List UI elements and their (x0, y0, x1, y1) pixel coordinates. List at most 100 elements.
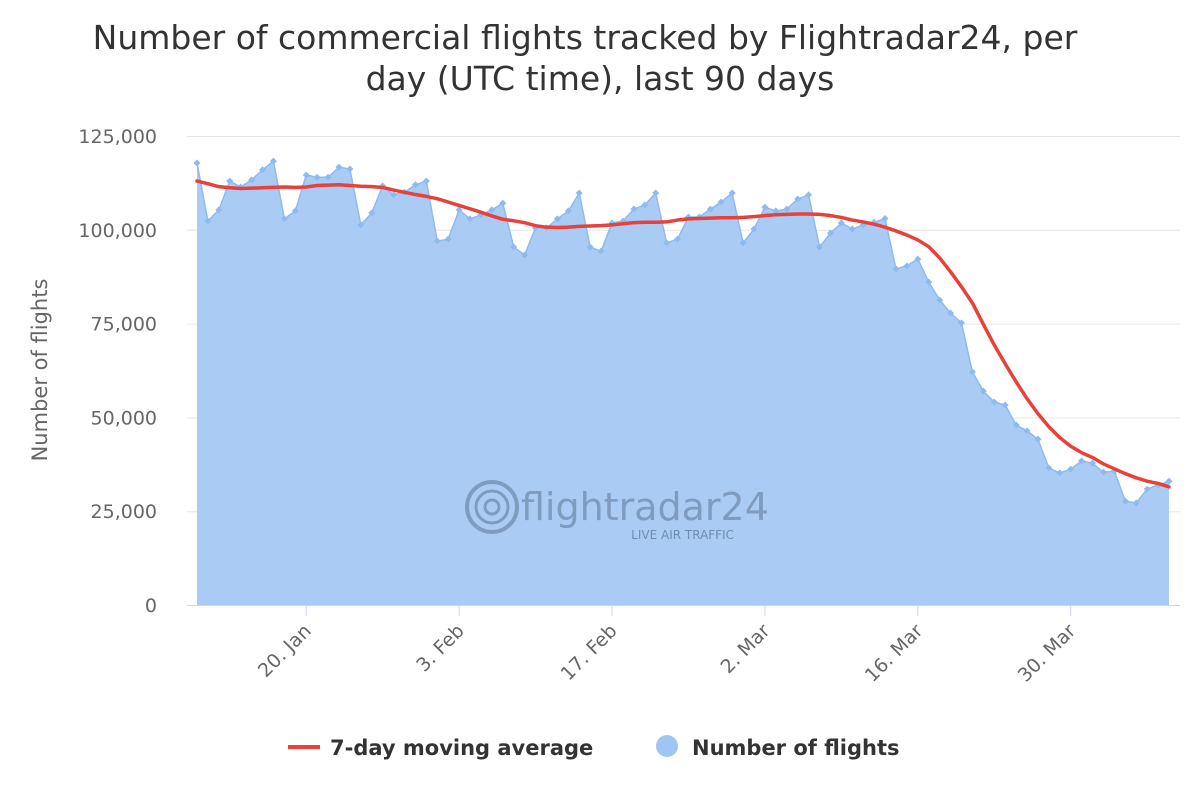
flights-point (881, 215, 889, 223)
flights-point (652, 189, 660, 197)
flights-point (564, 207, 572, 215)
flights-point (553, 215, 561, 223)
flights-point (1089, 459, 1097, 467)
legend-label-moving-average[interactable]: 7-day moving average (330, 736, 593, 760)
flights-point (717, 198, 725, 206)
flights-point (411, 181, 419, 189)
x-tick-label: 3. Feb (412, 620, 468, 676)
chart-title-line-2: day (UTC time), last 90 days (366, 59, 835, 98)
flights-point (291, 207, 299, 215)
flights-point (269, 157, 277, 165)
flights-point (761, 203, 769, 211)
flights-point (193, 159, 201, 167)
radar-icon (465, 480, 519, 534)
flights-point (1067, 465, 1075, 473)
flights-point (422, 177, 430, 185)
flights-point (346, 165, 354, 173)
flights-point (805, 191, 813, 199)
flights-point (302, 171, 310, 179)
flights-point (750, 225, 758, 233)
flights-point (739, 239, 747, 247)
chart-title-line-1: Number of commercial flights tracked by … (93, 18, 1078, 57)
flights-point (259, 166, 267, 174)
flights-point (794, 195, 802, 203)
plot-series (193, 157, 1173, 605)
legend: 7-day moving average Number of flights (288, 735, 900, 760)
flights-point (521, 251, 529, 259)
x-tick-label: 20. Jan (254, 620, 316, 682)
flights-point (488, 206, 496, 214)
flights-point (215, 206, 223, 214)
legend-item-moving-average[interactable]: 7-day moving average (288, 736, 593, 760)
watermark-brand: flightradar24 (521, 485, 769, 529)
flights-area (197, 161, 1169, 605)
flights-point (466, 215, 474, 223)
flights-point (433, 237, 441, 245)
watermark-tagline: LIVE AIR TRAFFIC (631, 528, 734, 542)
flights-point (630, 205, 638, 213)
flights-point (444, 235, 452, 243)
x-ticks: 20. Jan 3. Feb 17. Feb 2. Mar 16. Mar 30. Mar (254, 605, 1081, 687)
x-tick-label: 17. Feb (557, 620, 622, 685)
flights-point (1121, 497, 1129, 505)
flights-point (848, 225, 856, 233)
flights-point (826, 229, 834, 237)
flights-point (1023, 427, 1031, 435)
flights-point (1045, 464, 1053, 472)
flights-point (1165, 477, 1173, 485)
flights-point (357, 221, 365, 229)
flights-point (499, 199, 507, 207)
y-tick-label: 25,000 (91, 501, 157, 523)
flights-point (390, 191, 398, 199)
flights-point (1143, 485, 1151, 493)
flights-point (280, 215, 288, 223)
flights-point (455, 206, 463, 214)
flights-point (226, 177, 234, 185)
x-tick-label: 2. Mar (716, 620, 774, 678)
watermark-logo: flightradar24 LIVE AIR TRAFFIC (465, 480, 769, 542)
flights-point (597, 247, 605, 255)
flights-point (586, 243, 594, 251)
flights-point (990, 398, 998, 406)
x-tick-label: 30. Mar (1014, 620, 1081, 687)
y-tick-label: 125,000 (78, 126, 157, 148)
flights-point (706, 205, 714, 213)
flights-point (783, 205, 791, 213)
flights-point (957, 319, 965, 327)
flights-point (575, 189, 583, 197)
flights-point (1078, 457, 1086, 465)
flights-point (947, 309, 955, 317)
flights-point (1001, 401, 1009, 409)
flights-point (837, 219, 845, 227)
flights-point (674, 235, 682, 243)
y-tick-label: 0 (145, 595, 157, 617)
flights-point (324, 173, 332, 181)
flights-point (979, 387, 987, 395)
flights-point (1099, 468, 1107, 476)
flights-point (641, 201, 649, 209)
flights-point (1056, 469, 1064, 477)
flights-point (1012, 421, 1020, 429)
flights-point (772, 207, 780, 215)
flights-point (313, 173, 321, 181)
flights-point (204, 217, 212, 225)
flights-point (335, 163, 343, 171)
legend-label-flights[interactable]: Number of flights (692, 736, 900, 760)
moving-average-line (195, 179, 1171, 489)
flights-point (248, 176, 256, 184)
y-tick-label: 100,000 (78, 220, 157, 242)
flights-point (892, 265, 900, 273)
flights-point (510, 243, 518, 251)
y-axis-label: Number of flights (28, 279, 52, 462)
flights-point (925, 278, 933, 286)
legend-item-flights[interactable]: Number of flights (656, 735, 900, 760)
legend-circle-icon (656, 735, 678, 757)
y-tick-label: 75,000 (91, 314, 157, 336)
flights-point (936, 296, 944, 304)
flights-point (663, 239, 671, 247)
flights-point (1132, 499, 1140, 507)
y-tick-label: 50,000 (91, 407, 157, 429)
flights-point (728, 189, 736, 197)
flights-point (368, 209, 376, 217)
